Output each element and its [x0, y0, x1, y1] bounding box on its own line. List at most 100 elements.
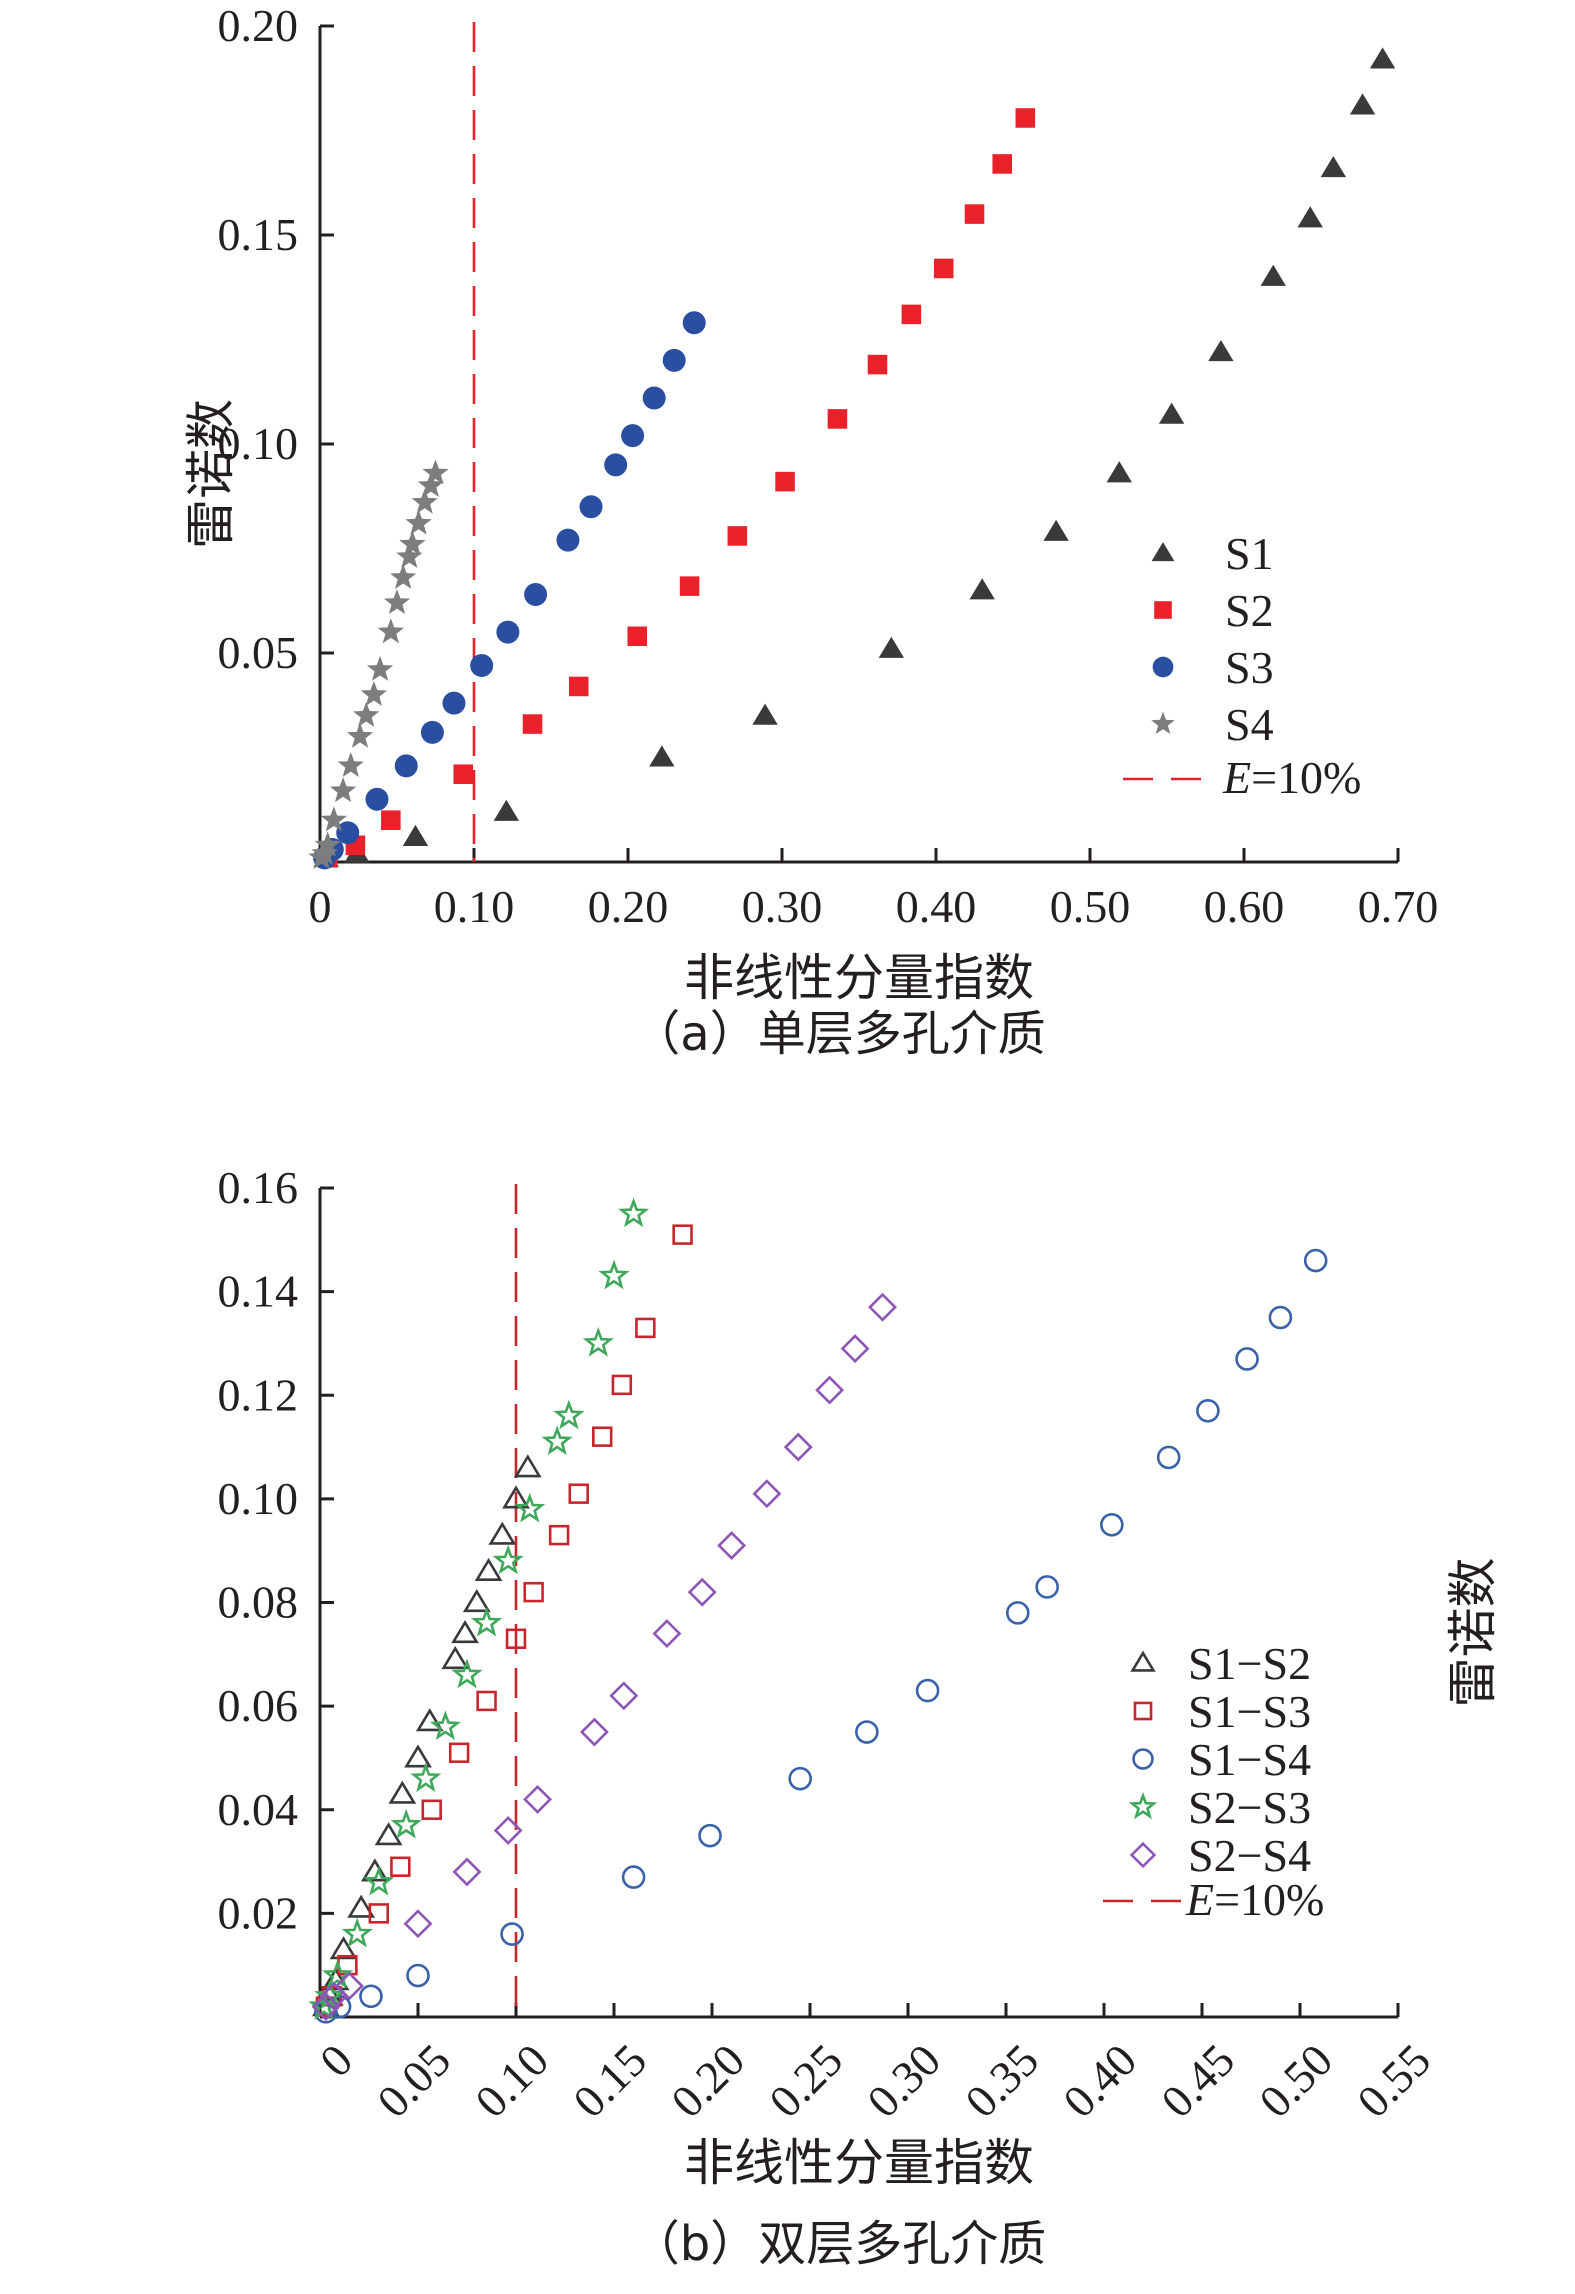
data-point	[336, 821, 360, 845]
data-point	[410, 1762, 442, 1792]
y-tick-label: 0.10	[218, 1473, 299, 1524]
legend-label: S2−S3	[1188, 1782, 1311, 1833]
data-point	[462, 1588, 491, 1613]
y-tick-label: 0.16	[218, 1162, 299, 1213]
data-point	[334, 1971, 364, 2001]
data-point	[1196, 1398, 1220, 1423]
data-point	[1005, 1601, 1030, 1625]
panel-a-scatter-chart: 0 0.10 0.20 0.30 0.40 0.50 0.60 0.70 0.05 0.10 0.1…	[182, 0, 1438, 1062]
data-point	[1320, 156, 1346, 178]
data-point	[783, 1432, 813, 1462]
legend-marker	[1154, 601, 1172, 619]
data-point	[353, 701, 380, 727]
x-tick-label: 0.50	[1249, 2034, 1342, 2127]
data-point	[381, 810, 401, 830]
x-tick-label: 0.50	[1050, 881, 1131, 932]
data-point	[609, 1681, 639, 1711]
data-point	[815, 1375, 845, 1405]
x-tick-label: 0.55	[1347, 2034, 1440, 2127]
series-3	[314, 1248, 1328, 2024]
legend-marker	[1129, 1841, 1157, 1869]
data-point	[415, 1708, 444, 1732]
y-tick-label: 0.10	[218, 418, 299, 469]
data-point	[390, 564, 417, 589]
data-point	[311, 1992, 341, 2022]
series-2	[317, 108, 1036, 868]
data-point	[621, 1865, 646, 1889]
data-point	[568, 1483, 589, 1504]
data-point	[363, 1865, 395, 1896]
data-point	[374, 1822, 403, 1846]
data-point	[662, 348, 686, 372]
legend-label: S3	[1225, 642, 1274, 693]
figure-caption: （b）双层多孔介质	[632, 2216, 1046, 2272]
data-point	[592, 1426, 613, 1447]
data-point	[687, 1577, 717, 1607]
data-point	[314, 1979, 346, 2010]
legend-label: S1	[1225, 528, 1274, 579]
x-tick-label: 0.20	[661, 2034, 754, 2127]
data-point	[1156, 1445, 1181, 1470]
data-point	[492, 1544, 524, 1575]
data-point	[652, 1619, 682, 1649]
data-point	[394, 754, 418, 778]
data-point	[752, 703, 778, 725]
data-point	[568, 676, 589, 697]
data-point	[390, 1808, 422, 1839]
data-point	[598, 1259, 630, 1290]
data-point	[524, 582, 548, 606]
y-axis-label: 雷诺数	[1444, 1558, 1502, 1708]
x-tick-label: 0.15	[563, 2034, 656, 2127]
data-point	[627, 626, 648, 647]
data-point	[1235, 1347, 1259, 1371]
x-tick-label: 0	[310, 2034, 362, 2086]
data-point	[359, 1984, 383, 2009]
data-point	[422, 459, 449, 485]
data-point	[496, 620, 520, 644]
legend-label: S2−S4	[1188, 1830, 1311, 1881]
data-point	[604, 453, 628, 477]
data-point	[441, 1645, 470, 1670]
data-point	[901, 304, 922, 325]
y-tick-label: 0.14	[218, 1266, 299, 1317]
data-point	[330, 777, 357, 803]
data-point	[1268, 1305, 1293, 1330]
x-tick-label: 0.45	[1151, 2034, 1244, 2127]
data-point	[788, 1766, 813, 1791]
y-tick-label: 0.12	[218, 1369, 299, 1420]
data-point	[337, 752, 364, 777]
legend-marker	[1151, 711, 1175, 734]
legend-marker	[1128, 1791, 1158, 1820]
data-point	[406, 1963, 430, 1988]
x-tick-label: 0.40	[1053, 2034, 1146, 2127]
legend-threshold-value: =10%	[1214, 1874, 1324, 1925]
legend-threshold-value: =10%	[1251, 752, 1361, 803]
legend-label: S2	[1225, 585, 1274, 636]
data-point	[452, 1857, 482, 1887]
data-point	[717, 1531, 747, 1560]
data-point	[493, 1816, 523, 1845]
data-point	[1297, 206, 1323, 228]
data-point	[347, 1894, 376, 1918]
series-4	[308, 1197, 650, 2020]
data-point	[752, 1479, 782, 1509]
data-point	[390, 1856, 411, 1877]
data-point	[474, 1557, 503, 1581]
data-point	[992, 154, 1012, 174]
data-point	[548, 1524, 570, 1546]
data-point	[1208, 339, 1234, 362]
data-point	[523, 1581, 544, 1603]
data-point	[635, 1317, 656, 1339]
data-point	[399, 530, 426, 556]
data-point	[1106, 461, 1132, 483]
data-point	[522, 714, 543, 734]
data-point	[453, 764, 473, 784]
data-point	[698, 1823, 722, 1848]
data-point	[383, 589, 411, 614]
x-tick-label: 0.60	[1204, 881, 1285, 932]
series-5	[311, 1292, 897, 2022]
series-4	[308, 459, 449, 869]
data-point	[421, 1799, 442, 1820]
